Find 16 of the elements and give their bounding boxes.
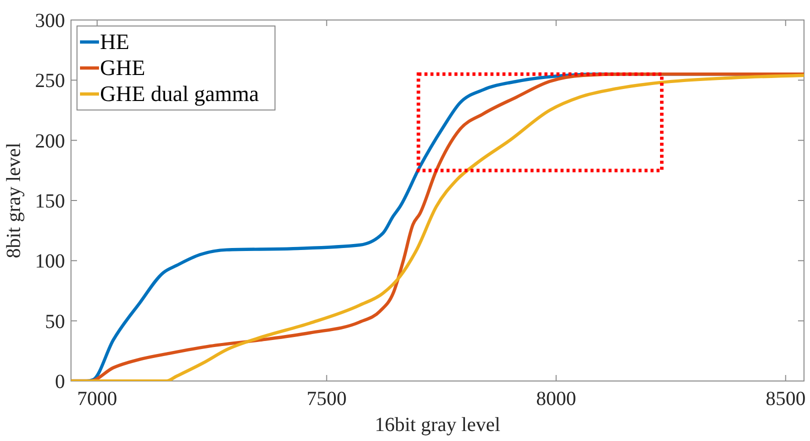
y-tick-label: 200 [35,130,65,152]
y-axis-title: 8bit gray level [3,142,25,258]
y-tick-label: 100 [35,250,65,273]
legend-label: GHE [100,55,146,80]
x-tick-label: 8500 [766,388,806,410]
y-tick-label: 300 [35,10,65,32]
x-tick-label: 7500 [306,388,347,410]
y-tick-label: 50 [45,310,65,333]
y-tick-label: 150 [35,190,65,212]
y-tick-label: 250 [35,70,65,92]
x-axis-title: 16bit gray level [374,414,501,436]
legend-label: HE [100,29,130,54]
x-tick-label: 7000 [77,388,118,410]
legend-label: GHE dual gamma [100,81,260,106]
y-tick-label: 0 [55,371,65,393]
x-tick-label: 8000 [536,388,576,410]
